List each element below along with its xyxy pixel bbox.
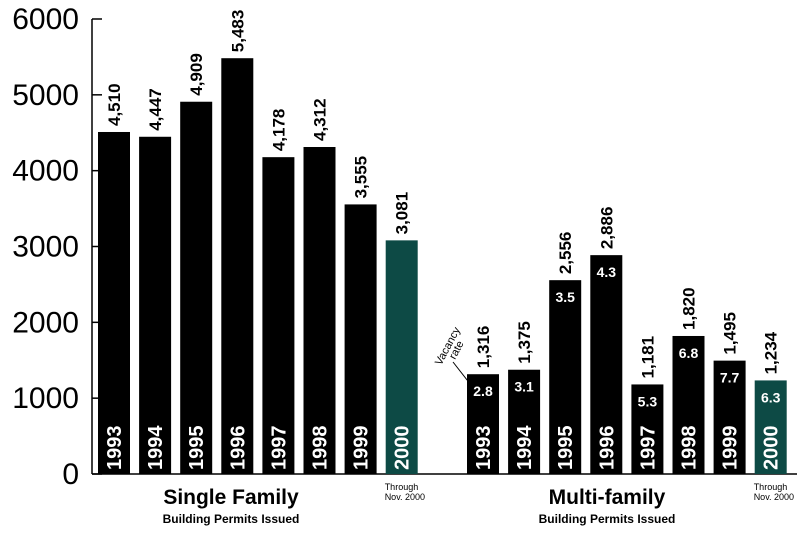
category-label: 2000 [761, 426, 783, 471]
vacancy-rate-label: 6.8 [679, 345, 699, 361]
category-label: 2000 [392, 426, 414, 471]
vacancy-rate-label: 2.8 [473, 383, 493, 399]
group-subtitle: Building Permits Issued [163, 512, 300, 526]
partial-year-note: Through [754, 482, 788, 492]
y-tick-label: 3000 [12, 231, 79, 264]
category-label: 1999 [351, 426, 373, 471]
data-label: 5,483 [228, 10, 247, 53]
data-label: 1,820 [680, 287, 699, 330]
bar [262, 157, 295, 474]
bar [672, 335, 705, 474]
data-label: 3,555 [352, 156, 371, 199]
y-tick-label: 2000 [12, 306, 79, 339]
category-label: 1997 [637, 426, 659, 471]
data-label: 1,316 [474, 326, 493, 369]
data-label: 1,375 [515, 321, 534, 364]
vacancy-rate-label: 5.3 [638, 393, 658, 409]
data-label: 4,447 [146, 88, 165, 131]
group-subtitle: Building Permits Issued [539, 512, 676, 526]
data-label: 1,495 [721, 312, 740, 355]
bar [221, 58, 254, 474]
vacancy-rate-label: 3.1 [514, 379, 534, 395]
bar [385, 240, 418, 474]
bar [631, 384, 664, 474]
vacancy-rate-label: 7.7 [720, 370, 740, 386]
bar [713, 360, 746, 474]
y-tick-label: 6000 [12, 3, 79, 36]
bar [344, 204, 377, 474]
data-label: 3,081 [393, 192, 412, 235]
data-label: 4,178 [269, 109, 288, 152]
data-label: 1,234 [762, 331, 781, 374]
data-label: 2,886 [597, 207, 616, 250]
partial-year-note: Nov. 2000 [754, 492, 794, 502]
data-label: 4,312 [311, 98, 330, 141]
y-tick-label: 4000 [12, 155, 79, 188]
data-label: 2,556 [556, 232, 575, 275]
group-title: Single Family [163, 486, 299, 509]
data-label: 1,181 [638, 336, 657, 379]
bar [139, 136, 172, 474]
category-label: 1997 [268, 426, 290, 471]
bar [754, 380, 787, 474]
category-label: 1995 [186, 426, 208, 471]
category-label: 1996 [227, 426, 249, 471]
bar [303, 147, 336, 475]
category-label: 1994 [145, 425, 167, 470]
category-label: 1993 [104, 426, 126, 471]
category-label: 1993 [473, 426, 495, 471]
y-tick-label: 5000 [12, 79, 79, 112]
vacancy-rate-label: 3.5 [555, 289, 575, 305]
category-label: 1999 [720, 426, 742, 471]
bar [180, 101, 213, 475]
partial-year-note: Nov. 2000 [385, 492, 425, 502]
category-label: 1998 [310, 426, 332, 471]
category-label: 1995 [555, 426, 577, 471]
group-title: Multi-family [549, 486, 666, 509]
bar [467, 374, 499, 474]
bar [508, 369, 541, 474]
category-label: 1994 [514, 425, 536, 470]
bar [98, 131, 130, 474]
bar [549, 280, 582, 474]
partial-year-note: Through [385, 482, 419, 492]
data-label: 4,510 [105, 83, 124, 126]
vacancy-rate-label: 6.3 [761, 389, 781, 405]
data-label: 4,909 [187, 53, 206, 96]
y-tick-label: 1000 [12, 382, 79, 415]
bar [590, 255, 623, 474]
category-label: 1998 [679, 426, 701, 471]
y-tick-label: 0 [62, 458, 79, 491]
category-label: 1996 [596, 426, 618, 471]
vacancy-pointer-line [452, 361, 472, 386]
vacancy-rate-label: 4.3 [597, 264, 617, 280]
